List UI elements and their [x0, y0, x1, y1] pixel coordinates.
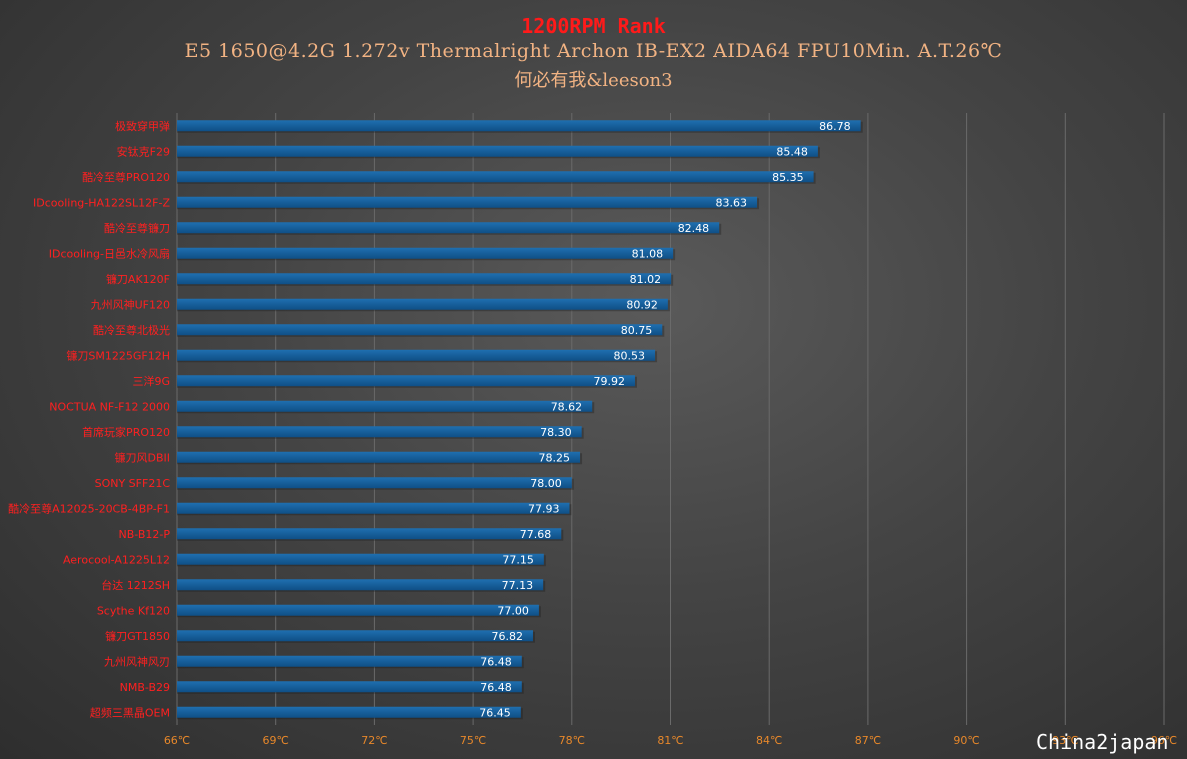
- bar: [177, 324, 663, 336]
- x-tick-label: 69℃: [263, 734, 289, 747]
- bar: [177, 706, 521, 718]
- x-tick-label: 93℃: [1052, 734, 1078, 747]
- bar: [177, 247, 674, 259]
- value-label: 80.75: [621, 324, 653, 337]
- category-label: Aerocool-A1225L12: [63, 553, 170, 566]
- value-label: 77.93: [528, 502, 560, 515]
- category-label: 镰刀GT1850: [105, 629, 170, 643]
- bar: [177, 477, 572, 489]
- category-label: 酷冷至尊PRO120: [82, 170, 170, 184]
- category-label: 酷冷至尊北极光: [93, 323, 170, 337]
- value-label: 81.08: [632, 247, 664, 260]
- category-label: NOCTUA NF-F12 2000: [49, 400, 170, 413]
- x-tick-label: 75℃: [460, 734, 486, 747]
- x-tick-labels: 66℃ 69℃ 72℃ 75℃ 78℃ 81℃ 84℃ 87℃ 90℃ 93℃ 96℃: [164, 734, 1177, 747]
- category-label: 镰刀风DBII: [114, 450, 170, 464]
- category-label: NB-B12-P: [119, 528, 171, 541]
- category-label: IDcooling-HA122SL12F-Z: [33, 196, 170, 209]
- value-label: 77.00: [497, 604, 529, 617]
- category-label: 超频三黑晶OEM: [90, 705, 170, 719]
- bar: [177, 528, 562, 540]
- chart-title: 1200RPM Rank: [521, 14, 666, 38]
- bar: [177, 400, 593, 412]
- x-tick-label: 96℃: [1151, 734, 1177, 747]
- x-tick-label: 66℃: [164, 734, 190, 747]
- chart-subtitle: E5 1650@4.2G 1.272v Thermalright Archon …: [184, 40, 1003, 62]
- category-label: 三洋9G: [132, 374, 170, 388]
- bar: [177, 451, 581, 463]
- bar: [177, 579, 544, 591]
- value-label: 77.13: [502, 579, 534, 592]
- bar: [177, 145, 818, 157]
- chart-subtitle-authors: 何必有我&leeson3: [514, 70, 673, 91]
- value-label: 80.92: [626, 298, 658, 311]
- value-label: 77.15: [502, 553, 534, 566]
- value-label: 86.78: [819, 120, 851, 133]
- bars: [177, 120, 863, 720]
- bar: [177, 502, 570, 514]
- category-label: SONY SFF21C: [95, 477, 171, 490]
- bar: [177, 196, 758, 208]
- bar: [177, 298, 668, 310]
- bar: [177, 681, 522, 693]
- value-label: 81.02: [630, 273, 662, 286]
- category-label: 酷冷至尊镰刀: [104, 221, 170, 235]
- value-label: 83.63: [716, 196, 748, 209]
- bar: [177, 553, 544, 565]
- watermark: China2japan: [1036, 730, 1169, 754]
- category-label: IDcooling-日邑水冷风扇: [49, 246, 170, 260]
- category-label: 酷冷至尊A12025-20CB-4BP-F1: [8, 501, 170, 515]
- value-label: 76.45: [479, 706, 511, 719]
- category-label: 九州风神UF120: [91, 297, 170, 311]
- bar: [177, 222, 720, 234]
- value-label: 78.25: [539, 451, 571, 464]
- value-label: 78.00: [530, 477, 562, 490]
- grid-lines: [176, 113, 1165, 725]
- category-label: 首席玩家PRO120: [82, 425, 170, 439]
- value-label: 85.48: [776, 145, 808, 158]
- value-label: 76.48: [480, 681, 512, 694]
- bar: [177, 349, 656, 361]
- x-tick-label: 72℃: [361, 734, 387, 747]
- x-tick-label: 78℃: [559, 734, 585, 747]
- value-label: 76.48: [480, 655, 512, 668]
- bar: [177, 630, 533, 642]
- x-tick-label: 81℃: [657, 734, 683, 747]
- category-label: 九州风神风刃: [104, 654, 170, 668]
- value-labels: 86.78 85.48 85.35 83.63 82.48 81.08 81.02 80.92…: [479, 120, 850, 720]
- category-label: NMB-B29: [120, 681, 170, 694]
- bar: [177, 604, 539, 616]
- value-label: 85.35: [772, 171, 804, 184]
- category-label: 镰刀SM1225GF12H: [66, 348, 170, 362]
- value-label: 77.68: [520, 528, 552, 541]
- value-label: 78.30: [540, 426, 572, 439]
- bar: [177, 120, 861, 132]
- bar: [177, 273, 672, 285]
- x-tick-label: 87℃: [855, 734, 881, 747]
- bar: [177, 171, 814, 183]
- category-label: 安钛克F29: [117, 144, 170, 158]
- bar: [177, 655, 522, 667]
- bar: [177, 375, 635, 387]
- x-tick-label: 84℃: [756, 734, 782, 747]
- value-label: 80.53: [614, 349, 646, 362]
- x-tick-label: 90℃: [953, 734, 979, 747]
- category-label: 镰刀AK120F: [106, 272, 170, 286]
- value-label: 79.92: [593, 375, 625, 388]
- category-label: Scythe Kf120: [97, 604, 170, 617]
- bar: [177, 426, 582, 438]
- category-label: 极致穿甲弹: [115, 119, 170, 133]
- value-label: 78.62: [551, 400, 583, 413]
- category-label: 台达 1212SH: [101, 578, 170, 592]
- value-label: 82.48: [678, 222, 710, 235]
- value-label: 76.82: [491, 630, 523, 643]
